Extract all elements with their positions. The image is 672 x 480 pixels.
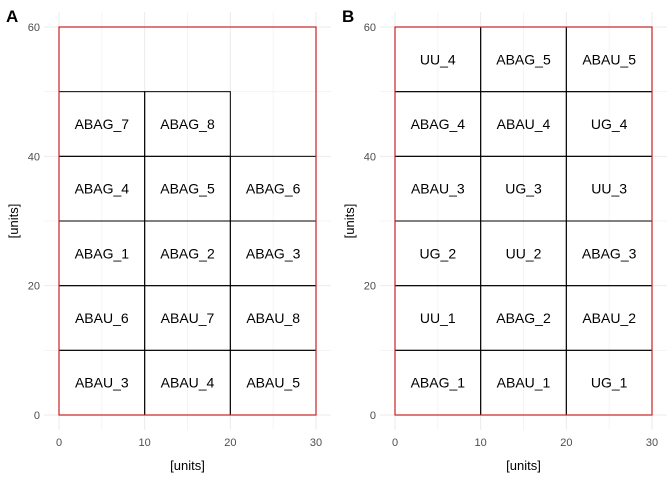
plot-cell-label: ABAG_6 (246, 181, 301, 197)
plot-cell-label: UU_3 (591, 181, 627, 197)
plot-cell-label: ABAU_7 (161, 310, 215, 326)
plot-cell-label: ABAG_4 (75, 181, 130, 197)
x-tick-label: 20 (224, 437, 236, 449)
panel-b: ABAG_1 ABAU_1 UG_1 UU_1 ABAG_2 ABAU_2 UG_2 UU_2… (342, 7, 667, 473)
y-tick-label: 20 (364, 281, 376, 293)
x-tick-label: 0 (56, 437, 62, 449)
x-tick-label: 20 (560, 437, 572, 449)
plot-cell-label: ABAU_4 (497, 116, 551, 132)
plot-cell-label: ABAG_2 (160, 245, 215, 261)
y-tick-label: 60 (28, 22, 40, 34)
plot-cell-label: ABAU_5 (246, 375, 300, 391)
plot-cell-label: ABAU_5 (582, 51, 636, 67)
x-tick-label: 30 (646, 437, 658, 449)
plot-cell-label: ABAG_8 (160, 116, 215, 132)
plot-cell-label: ABAU_3 (411, 181, 465, 197)
y-tick-label: 60 (364, 22, 376, 34)
plot-cell-label: ABAU_2 (582, 310, 636, 326)
panel-a: ABAU_3 ABAU_4 ABAU_5 ABAU_6 ABAU_7 ABAU_8 ABAG… (6, 7, 331, 473)
y-tick-label: 0 (370, 410, 376, 422)
plot-cell-label: ABAU_1 (497, 375, 551, 391)
plot-cell-label: ABAU_6 (75, 310, 129, 326)
y-tick-label: 40 (28, 151, 40, 163)
y-tick-label: 20 (28, 281, 40, 293)
x-tick-label: 0 (392, 437, 398, 449)
plot-cell-label: UU_2 (506, 245, 542, 261)
plot-cell-label: ABAG_5 (496, 51, 551, 67)
plot-cell-label: ABAG_2 (496, 310, 551, 326)
plot-cell-label: ABAG_5 (160, 181, 215, 197)
plot-cell-label: UU_4 (420, 51, 456, 67)
panel-tag: B (342, 7, 354, 26)
field-border (58, 26, 317, 416)
x-tick-label: 10 (475, 437, 487, 449)
plot-cell-label: ABAG_1 (75, 245, 130, 261)
x-tick-label: 30 (310, 437, 322, 449)
plot-cell-label: ABAU_3 (75, 375, 129, 391)
x-axis-title: [units] (170, 458, 205, 473)
plot-cell-label: UG_4 (591, 116, 628, 132)
plot-cell-label: ABAU_4 (161, 375, 215, 391)
plot-cell-label: ABAG_1 (411, 375, 466, 391)
plot-cell-label: UG_2 (420, 245, 457, 261)
x-axis-title: [units] (506, 458, 541, 473)
plot-cell-label: ABAG_4 (411, 116, 466, 132)
plot-cell-label: ABAG_3 (582, 245, 637, 261)
panel-tag: A (6, 7, 18, 26)
x-tick-label: 10 (139, 437, 151, 449)
y-tick-label: 40 (364, 151, 376, 163)
plot-cell-label: UG_1 (591, 375, 628, 391)
plot-cell-label: ABAU_8 (246, 310, 300, 326)
plot-cell-label: UG_3 (505, 181, 542, 197)
plot-cell-label: ABAG_3 (246, 245, 301, 261)
plot-cell-label: ABAG_7 (75, 116, 130, 132)
y-tick-label: 0 (34, 410, 40, 422)
y-axis-title: [units] (342, 204, 357, 239)
plot-cell-label: UU_1 (420, 310, 456, 326)
y-axis-title: [units] (6, 204, 21, 239)
plot-cell (144, 91, 231, 157)
field-border (394, 26, 653, 416)
